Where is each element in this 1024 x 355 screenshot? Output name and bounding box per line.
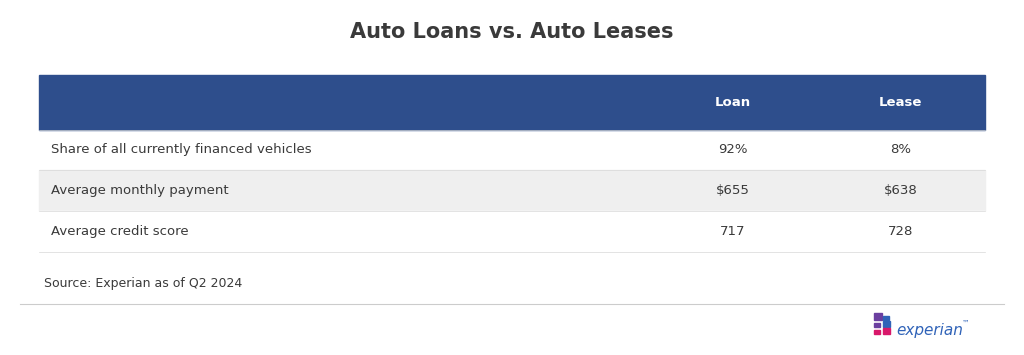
Bar [874,323,880,327]
Bar [883,328,890,334]
Text: Lease: Lease [880,95,923,109]
Bar [39,75,985,130]
Text: Loan: Loan [715,95,751,109]
Text: Auto Loans vs. Auto Leases: Auto Loans vs. Auto Leases [350,22,674,42]
Text: $638: $638 [884,184,918,197]
Bar [39,170,985,211]
Text: $655: $655 [716,184,750,197]
Bar [39,130,985,170]
Text: 717: 717 [720,225,745,238]
Bar [39,211,985,252]
Text: ™: ™ [962,319,969,328]
Text: Average monthly payment: Average monthly payment [51,184,228,197]
Bar [883,316,889,320]
Text: 728: 728 [888,225,913,238]
Bar [874,330,880,334]
Text: 8%: 8% [891,143,911,157]
Text: Average credit score: Average credit score [51,225,188,238]
Text: 92%: 92% [718,143,748,157]
Text: experian: experian [896,323,963,338]
Bar [874,313,882,320]
Text: Share of all currently financed vehicles: Share of all currently financed vehicles [51,143,312,157]
Bar [883,321,890,327]
Text: Source: Experian as of Q2 2024: Source: Experian as of Q2 2024 [44,278,243,290]
